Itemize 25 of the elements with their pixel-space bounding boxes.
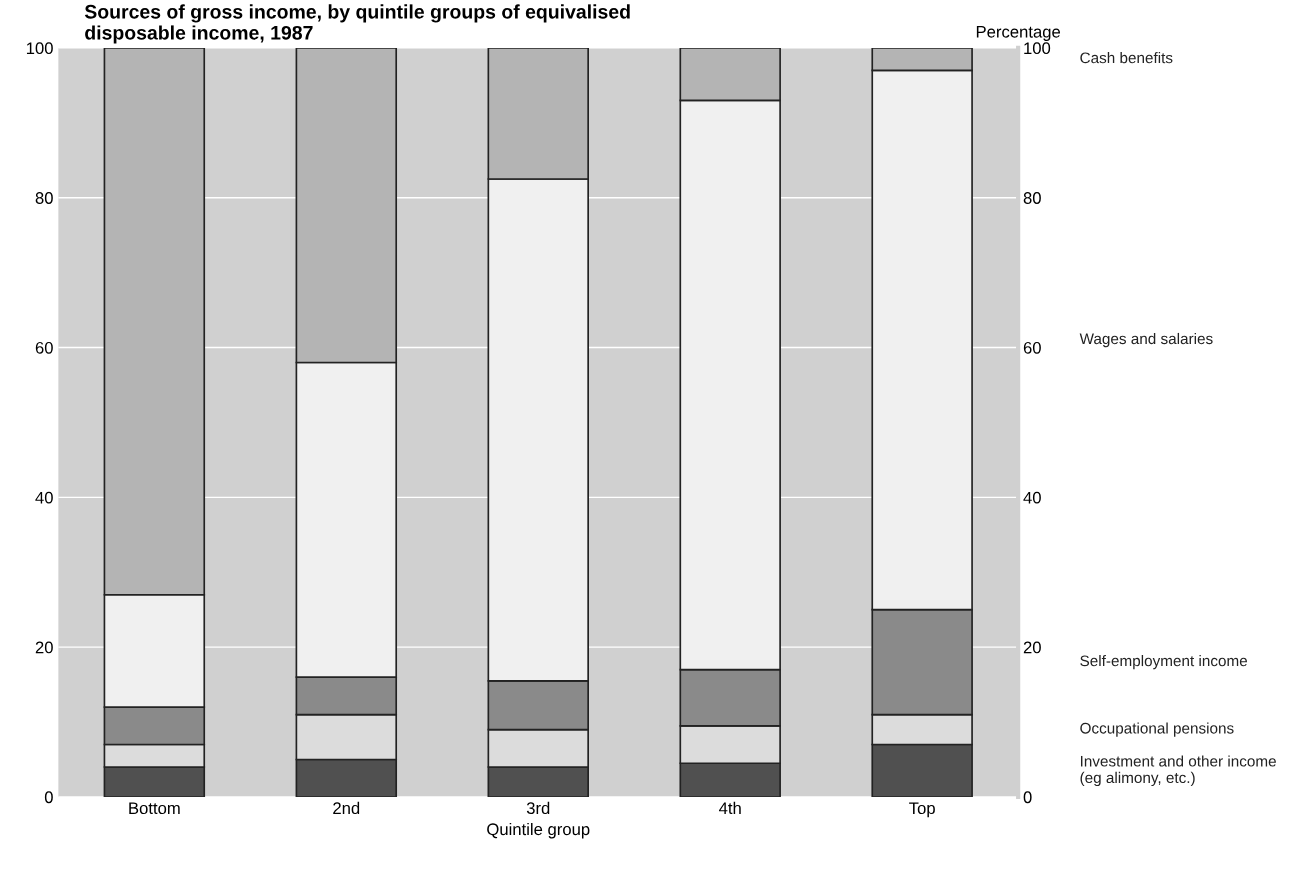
- y2-tick-label: 20: [1023, 641, 1041, 654]
- x-tick-label: 4th: [719, 801, 741, 815]
- text: Wages and salaries: [1079, 332, 1213, 348]
- y-tick-label: 80: [35, 192, 53, 204]
- y-tick-label: 0: [44, 791, 53, 804]
- x-tick-label: 3rd: [526, 801, 550, 815]
- y2-tick-label: 60: [1023, 341, 1041, 354]
- text: Occupational pensions: [1080, 722, 1234, 737]
- y2-tick-label: 0: [1023, 791, 1032, 804]
- text: Cash benefits: [1080, 52, 1173, 64]
- y2-tick-label: 40: [1023, 491, 1041, 504]
- x-tick-label: Top: [909, 802, 935, 818]
- y2-tick-label: 80: [1023, 192, 1041, 204]
- text: Investment and other income (eg alimony, etc.): [1080, 755, 1276, 787]
- x-tick-label: 2nd: [333, 801, 360, 815]
- y-tick-label: 60: [35, 341, 53, 354]
- y-tick-label: 100: [26, 42, 53, 55]
- chart-title: Sources of gross income, by quintile groups of equivalised disposable income, 1987: [84, 4, 630, 44]
- y-tick-label: 20: [35, 641, 53, 654]
- y-tick-label: 40: [35, 491, 53, 504]
- text: Self-employment income: [1080, 655, 1248, 670]
- y2-axis-title: Percentage: [976, 26, 1061, 41]
- x-axis-title: Quintile group: [487, 822, 590, 839]
- y2-tick-label: 100: [1024, 42, 1051, 55]
- x-tick-label: Bottom: [129, 802, 180, 815]
